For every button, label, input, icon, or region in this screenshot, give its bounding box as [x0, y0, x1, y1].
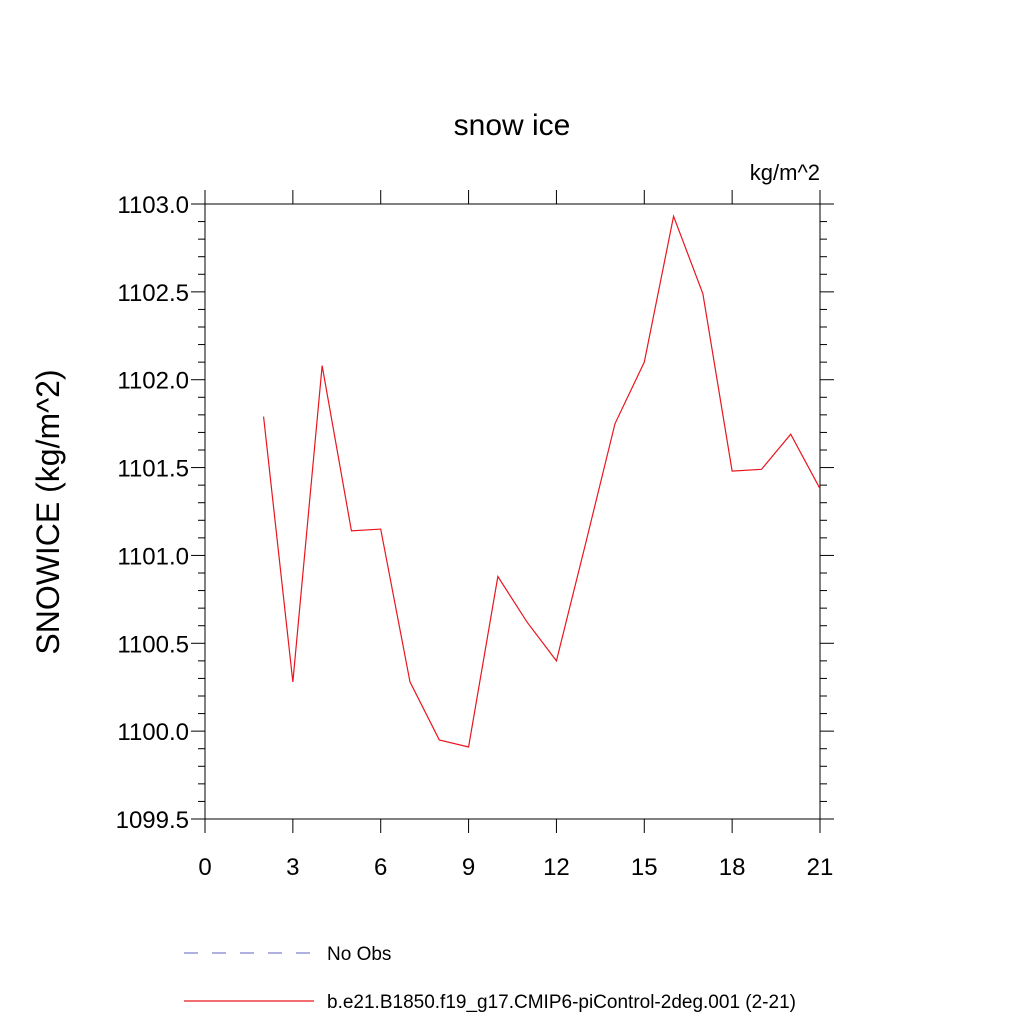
x-tick-label: 18	[719, 854, 746, 881]
y-tick-label: 1102.0	[117, 368, 189, 395]
x-tick-label: 15	[631, 854, 658, 881]
legend-label: b.e21.B1850.f19_g17.CMIP6-piControl-2deg…	[327, 992, 796, 1013]
y-tick-label: 1102.5	[117, 280, 189, 307]
x-tick-label: 12	[543, 854, 570, 881]
y-tick-label: 1103.0	[117, 192, 189, 219]
plot-frame	[204, 203, 821, 820]
y-tick-label: 1099.5	[116, 807, 189, 834]
x-tick-label: 9	[462, 854, 475, 881]
x-tick-label: 3	[286, 854, 299, 881]
y-tick-label: 1101.0	[117, 543, 189, 570]
y-tick-label: 1100.5	[117, 631, 189, 658]
x-ticks: 0 3 6 9 12 15 18 21	[198, 190, 833, 881]
chart-title: snow ice	[454, 109, 571, 142]
legend-label: No Obs	[327, 944, 391, 965]
units-label: kg/m^2	[750, 160, 820, 185]
y-axis-label: SNOWICE (kg/m^2)	[30, 369, 66, 654]
x-tick-label: 0	[198, 854, 211, 881]
y-ticks: 1099.5 1100.0 1100.5 1101.0 1101.5 1102.0 1102…	[116, 192, 834, 834]
y-tick-label: 1100.0	[117, 719, 189, 746]
plot-area: 1099.5 1100.0 1100.5 1101.0 1101.5 1102.0 1102…	[116, 190, 834, 881]
series-line-model-run	[262, 214, 821, 748]
x-tick-label: 6	[374, 854, 387, 881]
legend: No Obs b.e21.B1850.f19_g17.CMIP6-piContro…	[184, 944, 796, 1013]
y-tick-label: 1101.5	[117, 456, 189, 483]
series-layer	[262, 214, 821, 748]
x-tick-label: 21	[807, 854, 834, 881]
